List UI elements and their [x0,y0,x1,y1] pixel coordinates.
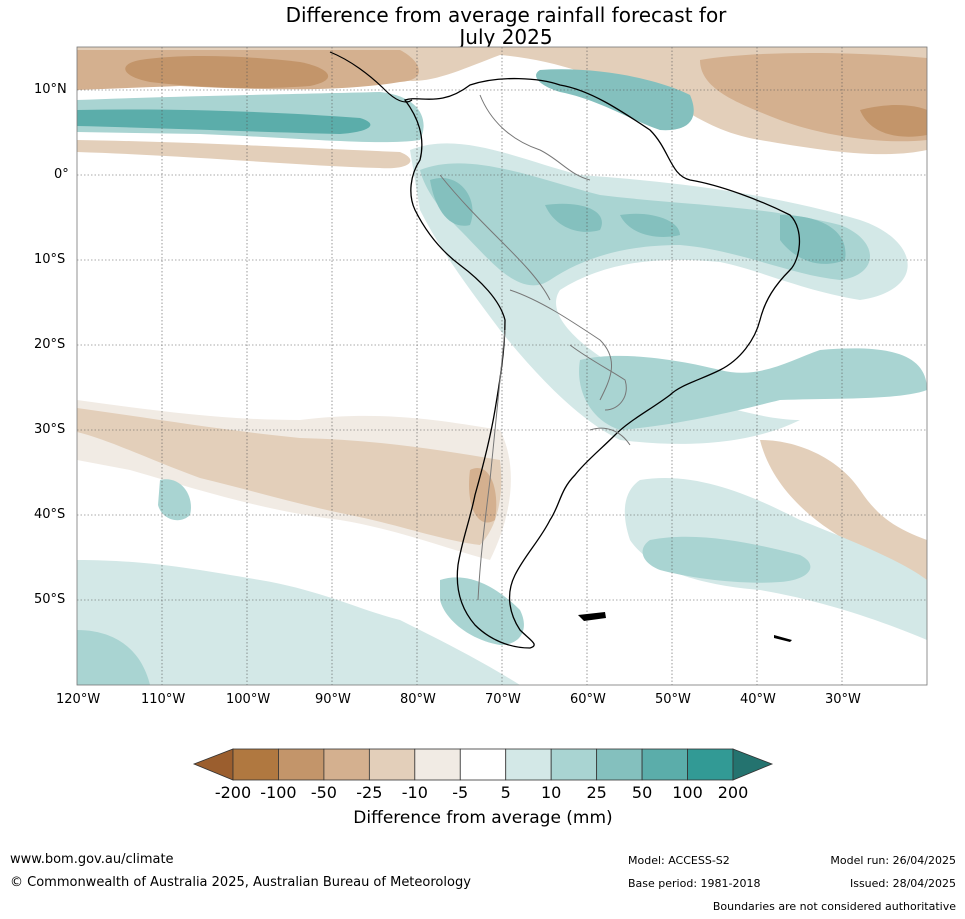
coastline-south-america [403,77,801,649]
colorbar-tick-label: -50 [310,783,337,802]
colorbar-tick-label: -100 [260,783,297,802]
lon-label-100w: 100°W [226,692,271,707]
border-colombia-venezuela [479,94,591,181]
lon-label-40w: 40°W [740,692,776,707]
dry-region-northeast-core [860,105,927,137]
title-line-2: July 2025 [459,25,553,49]
lon-label-70w: 70°W [485,692,521,707]
lat-label-40s: 40°S [34,507,66,522]
colorbar-arrow-right [732,748,774,781]
colorbar [192,748,774,781]
footer-website: www.bom.gov.au/climate [10,852,174,867]
colorbar-cell [278,748,325,781]
colorbar-cell [459,748,507,781]
footer-issued: Issued: 28/04/2025 [849,877,956,890]
dry-region-south-atlantic [760,440,927,580]
lat-label-0: 0° [54,167,69,182]
colorbar-cell [414,748,461,781]
wet-region-caribbean [536,69,694,131]
colorbar-tick-label: 100 [672,783,703,802]
wet-region-southeast [579,348,927,430]
colorbar-cell [596,748,643,781]
border-paraguay [569,344,627,411]
colorbar-arrow-left [192,748,234,781]
border-bolivia [509,289,613,401]
border-argentina-chile [477,329,506,601]
lat-label-50s: 50°S [34,592,66,607]
colorbar-tick-label: 25 [586,783,607,802]
wet-region-south-atlantic-core [642,536,811,583]
dry-region-south-pacific-mid [77,408,502,545]
colorbar-cell [368,748,416,781]
lon-label-60w: 60°W [570,692,606,707]
lat-label-10s: 10°S [34,252,66,267]
title-line-1: Difference from average rainfall forecas… [285,3,727,27]
colorbar-tick-label: 10 [540,783,562,802]
wet-region-patagonia [440,577,524,645]
colorbar-cell [641,748,688,781]
lon-label-50w: 50°W [655,692,691,707]
border-uruguay [589,427,631,446]
footer-model: Model: ACCESS-S2 [628,854,730,867]
footer-copyright: © Commonwealth of Australia 2025, Austra… [10,875,471,890]
colorbar-tick-label: -200 [214,783,252,802]
map-title: Difference from average rainfall forecas… [0,4,965,48]
footer-base-period: Base period: 1981-2018 [628,877,761,890]
footer-disclaimer: Boundaries are not considered authoritat… [712,900,956,913]
colorbar-tick-label: -10 [401,783,428,802]
wet-region-southern-ocean [77,560,520,685]
wet-region-amazon-core [430,178,846,264]
colorbar-tick-label: -5 [452,783,469,802]
colorbar-title: Difference from average (mm) [353,808,613,828]
colorbar-cell [323,748,370,781]
colorbar-tick-label: 50 [631,783,653,802]
lon-label-110w: 110°W [141,692,186,707]
falkland-islands [578,612,606,621]
anomaly-fields [77,47,927,685]
map-frame [76,46,928,686]
coastline-central-america [329,51,413,103]
footer-model-run: Model run: 26/04/2025 [830,854,956,867]
colorbar-tick-label: -25 [356,783,383,802]
lon-label-90w: 90°W [315,692,351,707]
dry-region-north-core [125,56,329,89]
lon-label-80w: 80°W [400,692,436,707]
wet-region-southern-ocean-core [77,630,150,685]
colorbar-cell [687,748,734,781]
lon-label-30w: 30°W [825,692,861,707]
lat-label-20s: 20°S [34,337,66,352]
colorbar-tick-label: 5 [500,783,511,802]
colorbar-tick-label: 200 [717,783,749,802]
south-georgia [774,635,792,642]
border-peru-brazil [439,174,551,301]
wet-band-pacific-core [77,109,371,134]
lat-label-10n: 10°N [34,82,67,97]
lat-label-30s: 30°S [34,422,66,437]
graticule [77,47,927,685]
dry-strip-pacific [77,140,411,169]
colorbar-cell [505,748,552,781]
colorbar-cell [232,748,279,781]
wet-region-pacific-west [158,479,191,521]
rainfall-map [76,46,928,686]
lon-label-120w: 120°W [56,692,101,707]
colorbar-cell [550,748,598,781]
